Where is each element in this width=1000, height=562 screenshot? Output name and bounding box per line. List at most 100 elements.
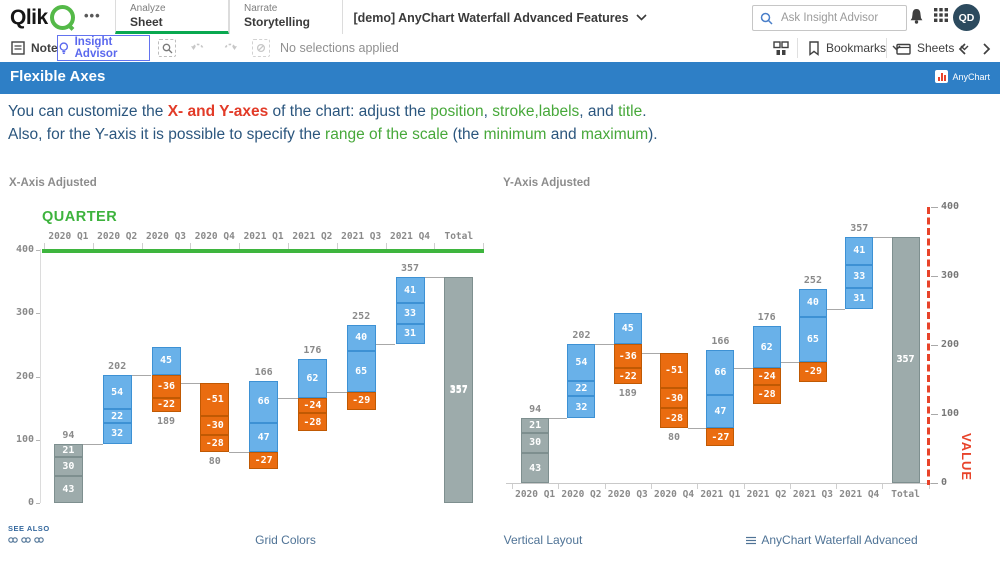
waterfall-bar-segment[interactable]: 43 — [521, 453, 550, 483]
waterfall-bar-segment[interactable]: 33 — [845, 264, 874, 288]
waterfall-bar-segment[interactable]: 47 — [706, 395, 735, 428]
waterfall-bar-segment[interactable]: 22 — [102, 409, 132, 424]
no-selections-text: No selections applied — [280, 41, 399, 55]
search-input[interactable] — [779, 11, 893, 25]
waterfall-bar-segment[interactable]: 22 — [567, 380, 596, 397]
waterfall-bar-segment[interactable]: 45 — [151, 346, 181, 376]
waterfall-bar-segment[interactable]: -30 — [660, 387, 689, 409]
waterfall-bar-segment[interactable]: -28 — [752, 385, 781, 405]
x-axis-tick — [190, 243, 192, 249]
x-axis-tick — [141, 243, 143, 249]
insight-advisor-button[interactable]: Insight Advisor — [57, 35, 150, 61]
x-axis-tick — [239, 243, 241, 249]
waterfall-bar-segment[interactable]: -30 — [200, 415, 230, 435]
waterfall-bar-segment[interactable]: 33 — [395, 303, 425, 324]
notifications-bell-icon[interactable] — [908, 7, 925, 30]
waterfall-bar-segment[interactable]: 31 — [395, 324, 425, 344]
waterfall-bar-segment[interactable]: 65 — [798, 316, 827, 362]
more-menu-icon[interactable]: ••• — [84, 8, 101, 23]
waterfall-connector — [326, 391, 347, 393]
waterfall-bar-segment[interactable]: -28 — [297, 413, 327, 431]
tab-narrate-storytelling[interactable]: Narrate Storytelling — [229, 0, 343, 34]
see-also-link-grid-colors[interactable]: Grid Colors — [228, 533, 343, 547]
waterfall-bar-segment[interactable]: 54 — [102, 375, 132, 410]
x-axis-tick — [434, 243, 436, 249]
app-grid-icon[interactable] — [933, 7, 949, 28]
y-axis-tick — [36, 439, 40, 441]
waterfall-bar-segment[interactable]: 32 — [102, 423, 132, 444]
waterfall-bar-segment[interactable]: 62 — [297, 358, 327, 398]
bar-total-label: 80 — [668, 431, 681, 443]
category-label: 2020 Q3 — [607, 489, 648, 500]
undo-selection-icon[interactable] — [190, 42, 206, 60]
waterfall-bar-segment[interactable]: -28 — [200, 434, 230, 453]
waterfall-bar-segment[interactable]: 21 — [53, 443, 83, 457]
waterfall-bar-segment[interactable]: -29 — [346, 391, 376, 410]
category-label: Total — [444, 231, 474, 242]
category-label: 2020 Q1 — [515, 489, 556, 500]
waterfall-bar-segment[interactable]: -28 — [660, 408, 689, 428]
waterfall-bar-segment[interactable]: 31 — [845, 287, 874, 310]
x-axis-tick — [336, 243, 338, 249]
waterfall-bar-segment[interactable]: 21 — [521, 418, 550, 433]
waterfall-bar-segment[interactable]: -27 — [706, 427, 735, 447]
waterfall-bar-segment[interactable]: 32 — [567, 396, 596, 419]
waterfall-bar-segment[interactable]: 40 — [346, 325, 376, 351]
app-title-dropdown[interactable]: [demo] AnyChart Waterfall Advanced Featu… — [330, 0, 670, 35]
waterfall-bar-segment[interactable]: 65 — [346, 350, 376, 392]
link-icon[interactable] — [34, 536, 44, 544]
x-axis-tick — [882, 484, 884, 489]
waterfall-bar-segment[interactable]: 54 — [567, 343, 596, 381]
waterfall-bar-segment[interactable]: 41 — [845, 236, 874, 265]
insight-advisor-search[interactable] — [752, 5, 907, 31]
category-label: 2020 Q4 — [654, 489, 695, 500]
selections-search-icon[interactable] — [158, 39, 176, 57]
bar-total-label: 189 — [618, 387, 637, 399]
waterfall-bar-segment[interactable]: 357 — [444, 277, 474, 503]
waterfall-bar-segment[interactable]: -24 — [752, 368, 781, 385]
category-label: 2020 Q3 — [145, 231, 187, 242]
waterfall-bar-segment[interactable]: -27 — [249, 452, 279, 470]
waterfall-bar-segment[interactable]: -29 — [798, 361, 827, 382]
bookmarks-button[interactable]: Bookmarks — [808, 35, 901, 61]
x-axis-tick — [604, 484, 606, 489]
waterfall-bar-segment[interactable]: 41 — [395, 277, 425, 304]
previous-sheet-arrow[interactable] — [958, 42, 967, 60]
waterfall-bar-segment[interactable]: 66 — [249, 380, 279, 423]
waterfall-bar-segment[interactable]: -22 — [613, 368, 642, 384]
waterfall-bar-segment[interactable]: -24 — [297, 398, 327, 414]
waterfall-bar-segment[interactable]: 62 — [752, 325, 781, 369]
waterfall-bar-segment[interactable]: 357 — [891, 236, 920, 483]
waterfall-bar-segment[interactable]: 40 — [798, 289, 827, 317]
qlik-logo[interactable]: Qlik — [10, 5, 75, 30]
see-also-link-vertical-layout[interactable]: Vertical Layout — [478, 533, 608, 547]
notes-button[interactable]: Notes — [11, 35, 64, 61]
waterfall-bar-segment[interactable]: 30 — [53, 456, 83, 476]
user-avatar[interactable]: QD — [953, 4, 980, 31]
x-axis-tick — [836, 484, 838, 489]
waterfall-bar-segment[interactable]: -36 — [613, 343, 642, 369]
waterfall-bar-segment[interactable]: -51 — [660, 352, 689, 388]
sheet-layout-icon[interactable] — [773, 41, 789, 61]
anychart-badge[interactable]: AnyChart — [935, 70, 990, 83]
see-also-link-anychart-waterfall-advanced[interactable]: AnyChart Waterfall Advanced — [742, 533, 922, 547]
waterfall-bar-segment[interactable]: -51 — [200, 383, 230, 416]
grid-colors-link-label: Grid Colors — [255, 533, 316, 547]
link-icon[interactable] — [8, 536, 18, 544]
waterfall-bar-segment[interactable]: 66 — [706, 349, 735, 396]
waterfall-bar-segment[interactable]: 45 — [613, 312, 642, 344]
category-label: 2020 Q4 — [194, 231, 235, 242]
tab-analyze-sheet[interactable]: Analyze Sheet — [115, 0, 229, 34]
link-icon[interactable] — [21, 536, 31, 544]
waterfall-bar-segment[interactable]: 30 — [521, 432, 550, 454]
y-axis-tick — [36, 376, 40, 378]
waterfall-bar-segment[interactable]: -36 — [151, 375, 181, 398]
waterfall-bar-segment[interactable]: -22 — [151, 398, 181, 412]
bar-total-label: 94 — [529, 404, 542, 416]
redo-selection-icon[interactable] — [222, 42, 238, 60]
insight-advisor-icon — [59, 42, 69, 55]
waterfall-bar-segment[interactable]: 43 — [53, 475, 83, 503]
next-sheet-arrow[interactable] — [982, 42, 991, 60]
clear-selections-icon[interactable] — [252, 39, 270, 57]
waterfall-bar-segment[interactable]: 47 — [249, 422, 279, 453]
